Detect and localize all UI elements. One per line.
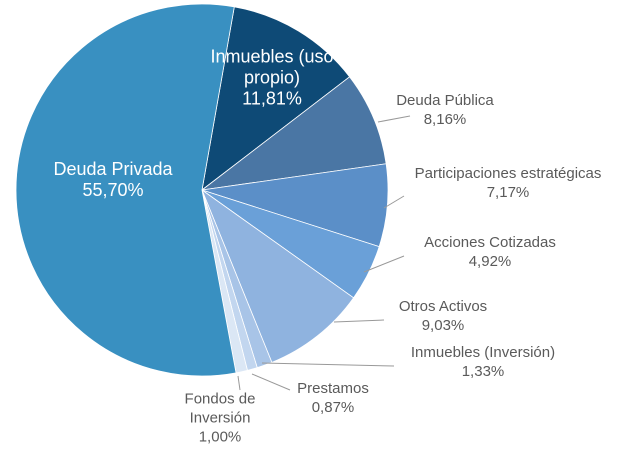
pie-slice <box>15 3 237 377</box>
category-label: Inmuebles (uso propio) <box>210 46 334 88</box>
slice-label: Prestamos 0,87% <box>233 379 433 417</box>
value-label: 11,81% <box>242 88 302 109</box>
pie-slice <box>200 76 387 191</box>
category-label: Otros Activos <box>398 298 488 315</box>
category-label: Deuda Pública <box>396 92 494 109</box>
leader-line <box>363 255 405 273</box>
leader-line <box>377 115 411 123</box>
category-label: Prestamos <box>297 380 369 397</box>
slice-label: Deuda Pública 8,16% <box>345 91 545 129</box>
slice-label: Acciones Cotizadas 4,92% <box>390 233 590 271</box>
value-label: 7,17% <box>486 184 530 201</box>
leader-line <box>251 373 291 391</box>
pie-slice <box>201 6 351 191</box>
pie-slice <box>201 188 355 363</box>
value-label: 0,87% <box>311 399 355 416</box>
value-label: 9,03% <box>421 317 465 334</box>
leader-line <box>237 375 241 391</box>
slice-label: Inmuebles (Inversión) 1,33% <box>383 343 583 381</box>
value-label: 1,33% <box>461 363 505 380</box>
category-label: Acciones Cotizadas <box>424 234 556 251</box>
slice-label: Fondos de Inversión 1,00% <box>170 390 270 447</box>
value-label: 1,00% <box>198 428 242 446</box>
category-label: Inmuebles (Inversión) <box>410 344 556 361</box>
leader-line <box>333 319 385 323</box>
value-label: 55,70% <box>82 180 144 200</box>
category-label: Participaciones estratégicas <box>414 165 602 182</box>
leader-line <box>383 195 405 209</box>
slice-label: Deuda Privada 55,70% <box>13 159 213 201</box>
slice-label: Otros Activos 9,03% <box>343 297 543 335</box>
value-label: 8,16% <box>423 111 467 128</box>
value-label: 4,92% <box>468 253 512 270</box>
slice-label: Participaciones estratégicas 7,17% <box>378 164 636 202</box>
category-label: Deuda Privada <box>53 159 173 179</box>
slice-label: Inmuebles (uso propio) 11,81% <box>207 47 337 110</box>
leader-line <box>261 362 395 367</box>
category-label: Fondos de Inversión <box>184 390 256 427</box>
